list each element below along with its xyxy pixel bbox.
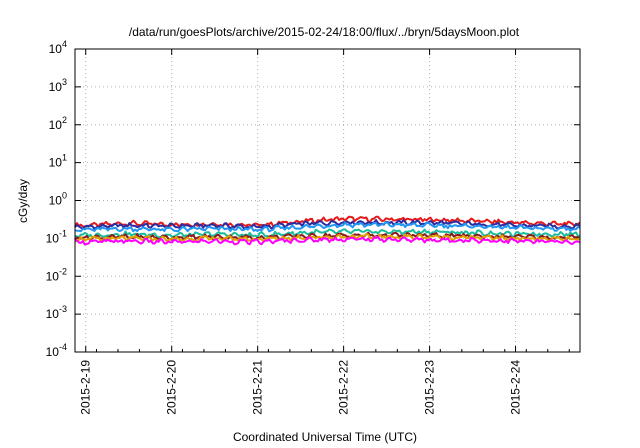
plot-area: 10-410-310-210-11001011021031042015-2-19… bbox=[46, 39, 581, 415]
y-tick-exponent: -3 bbox=[59, 304, 67, 314]
x-axis-label: Coordinated Universal Time (UTC) bbox=[233, 430, 417, 444]
y-tick-base: 10 bbox=[49, 42, 63, 56]
y-tick-base: 10 bbox=[49, 156, 63, 170]
y-tick-base: 10 bbox=[49, 80, 63, 94]
y-tick-exponent: 0 bbox=[62, 191, 67, 201]
series-line bbox=[74, 228, 581, 239]
series-line bbox=[74, 235, 581, 246]
plot-frame bbox=[74, 48, 581, 353]
y-tick-base: 10 bbox=[46, 269, 60, 283]
y-axis-label: cGy/day bbox=[16, 179, 30, 223]
y-tick-exponent: 2 bbox=[62, 115, 67, 125]
x-tick-label: 2015-2-21 bbox=[251, 360, 265, 415]
y-tick-base: 10 bbox=[46, 231, 60, 245]
chart-title: /data/run/goesPlots/archive/2015-02-24/1… bbox=[129, 25, 520, 39]
x-tick-label: 2015-2-20 bbox=[165, 360, 179, 415]
y-tick-exponent: -1 bbox=[59, 228, 67, 238]
x-tick-label: 2015-2-22 bbox=[337, 360, 351, 415]
y-tick-exponent: 4 bbox=[62, 39, 67, 49]
series-line bbox=[74, 219, 581, 230]
y-tick-label: 104 bbox=[49, 39, 67, 56]
x-tick-label: 2015-2-23 bbox=[423, 360, 437, 415]
y-tick-exponent: 3 bbox=[62, 77, 67, 87]
y-tick-exponent: -4 bbox=[59, 342, 67, 352]
y-tick-exponent: -2 bbox=[59, 266, 67, 276]
y-tick-base: 10 bbox=[46, 307, 60, 321]
x-tick-label: 2015-2-24 bbox=[509, 360, 523, 415]
y-tick-label: 10-3 bbox=[46, 304, 67, 321]
y-tick-label: 102 bbox=[49, 115, 67, 132]
y-tick-base: 10 bbox=[49, 194, 63, 208]
series-line bbox=[74, 221, 581, 233]
series-line bbox=[74, 215, 581, 229]
y-tick-label: 10-2 bbox=[46, 266, 67, 283]
x-tick-label: 2015-2-19 bbox=[79, 360, 93, 415]
y-tick-base: 10 bbox=[46, 345, 60, 359]
y-tick-label: 101 bbox=[49, 153, 67, 170]
y-tick-label: 10-1 bbox=[46, 228, 67, 245]
y-tick-label: 103 bbox=[49, 77, 67, 94]
y-tick-label: 100 bbox=[49, 191, 67, 208]
y-tick-label: 10-4 bbox=[46, 342, 67, 359]
y-tick-base: 10 bbox=[49, 118, 63, 132]
y-tick-exponent: 1 bbox=[62, 153, 67, 163]
